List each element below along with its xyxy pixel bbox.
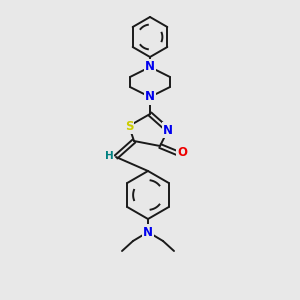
Text: N: N	[143, 226, 153, 238]
Text: O: O	[177, 146, 187, 160]
Text: N: N	[163, 124, 173, 136]
Text: H: H	[105, 151, 113, 161]
Text: N: N	[145, 91, 155, 103]
Text: S: S	[125, 119, 133, 133]
Text: N: N	[145, 61, 155, 74]
